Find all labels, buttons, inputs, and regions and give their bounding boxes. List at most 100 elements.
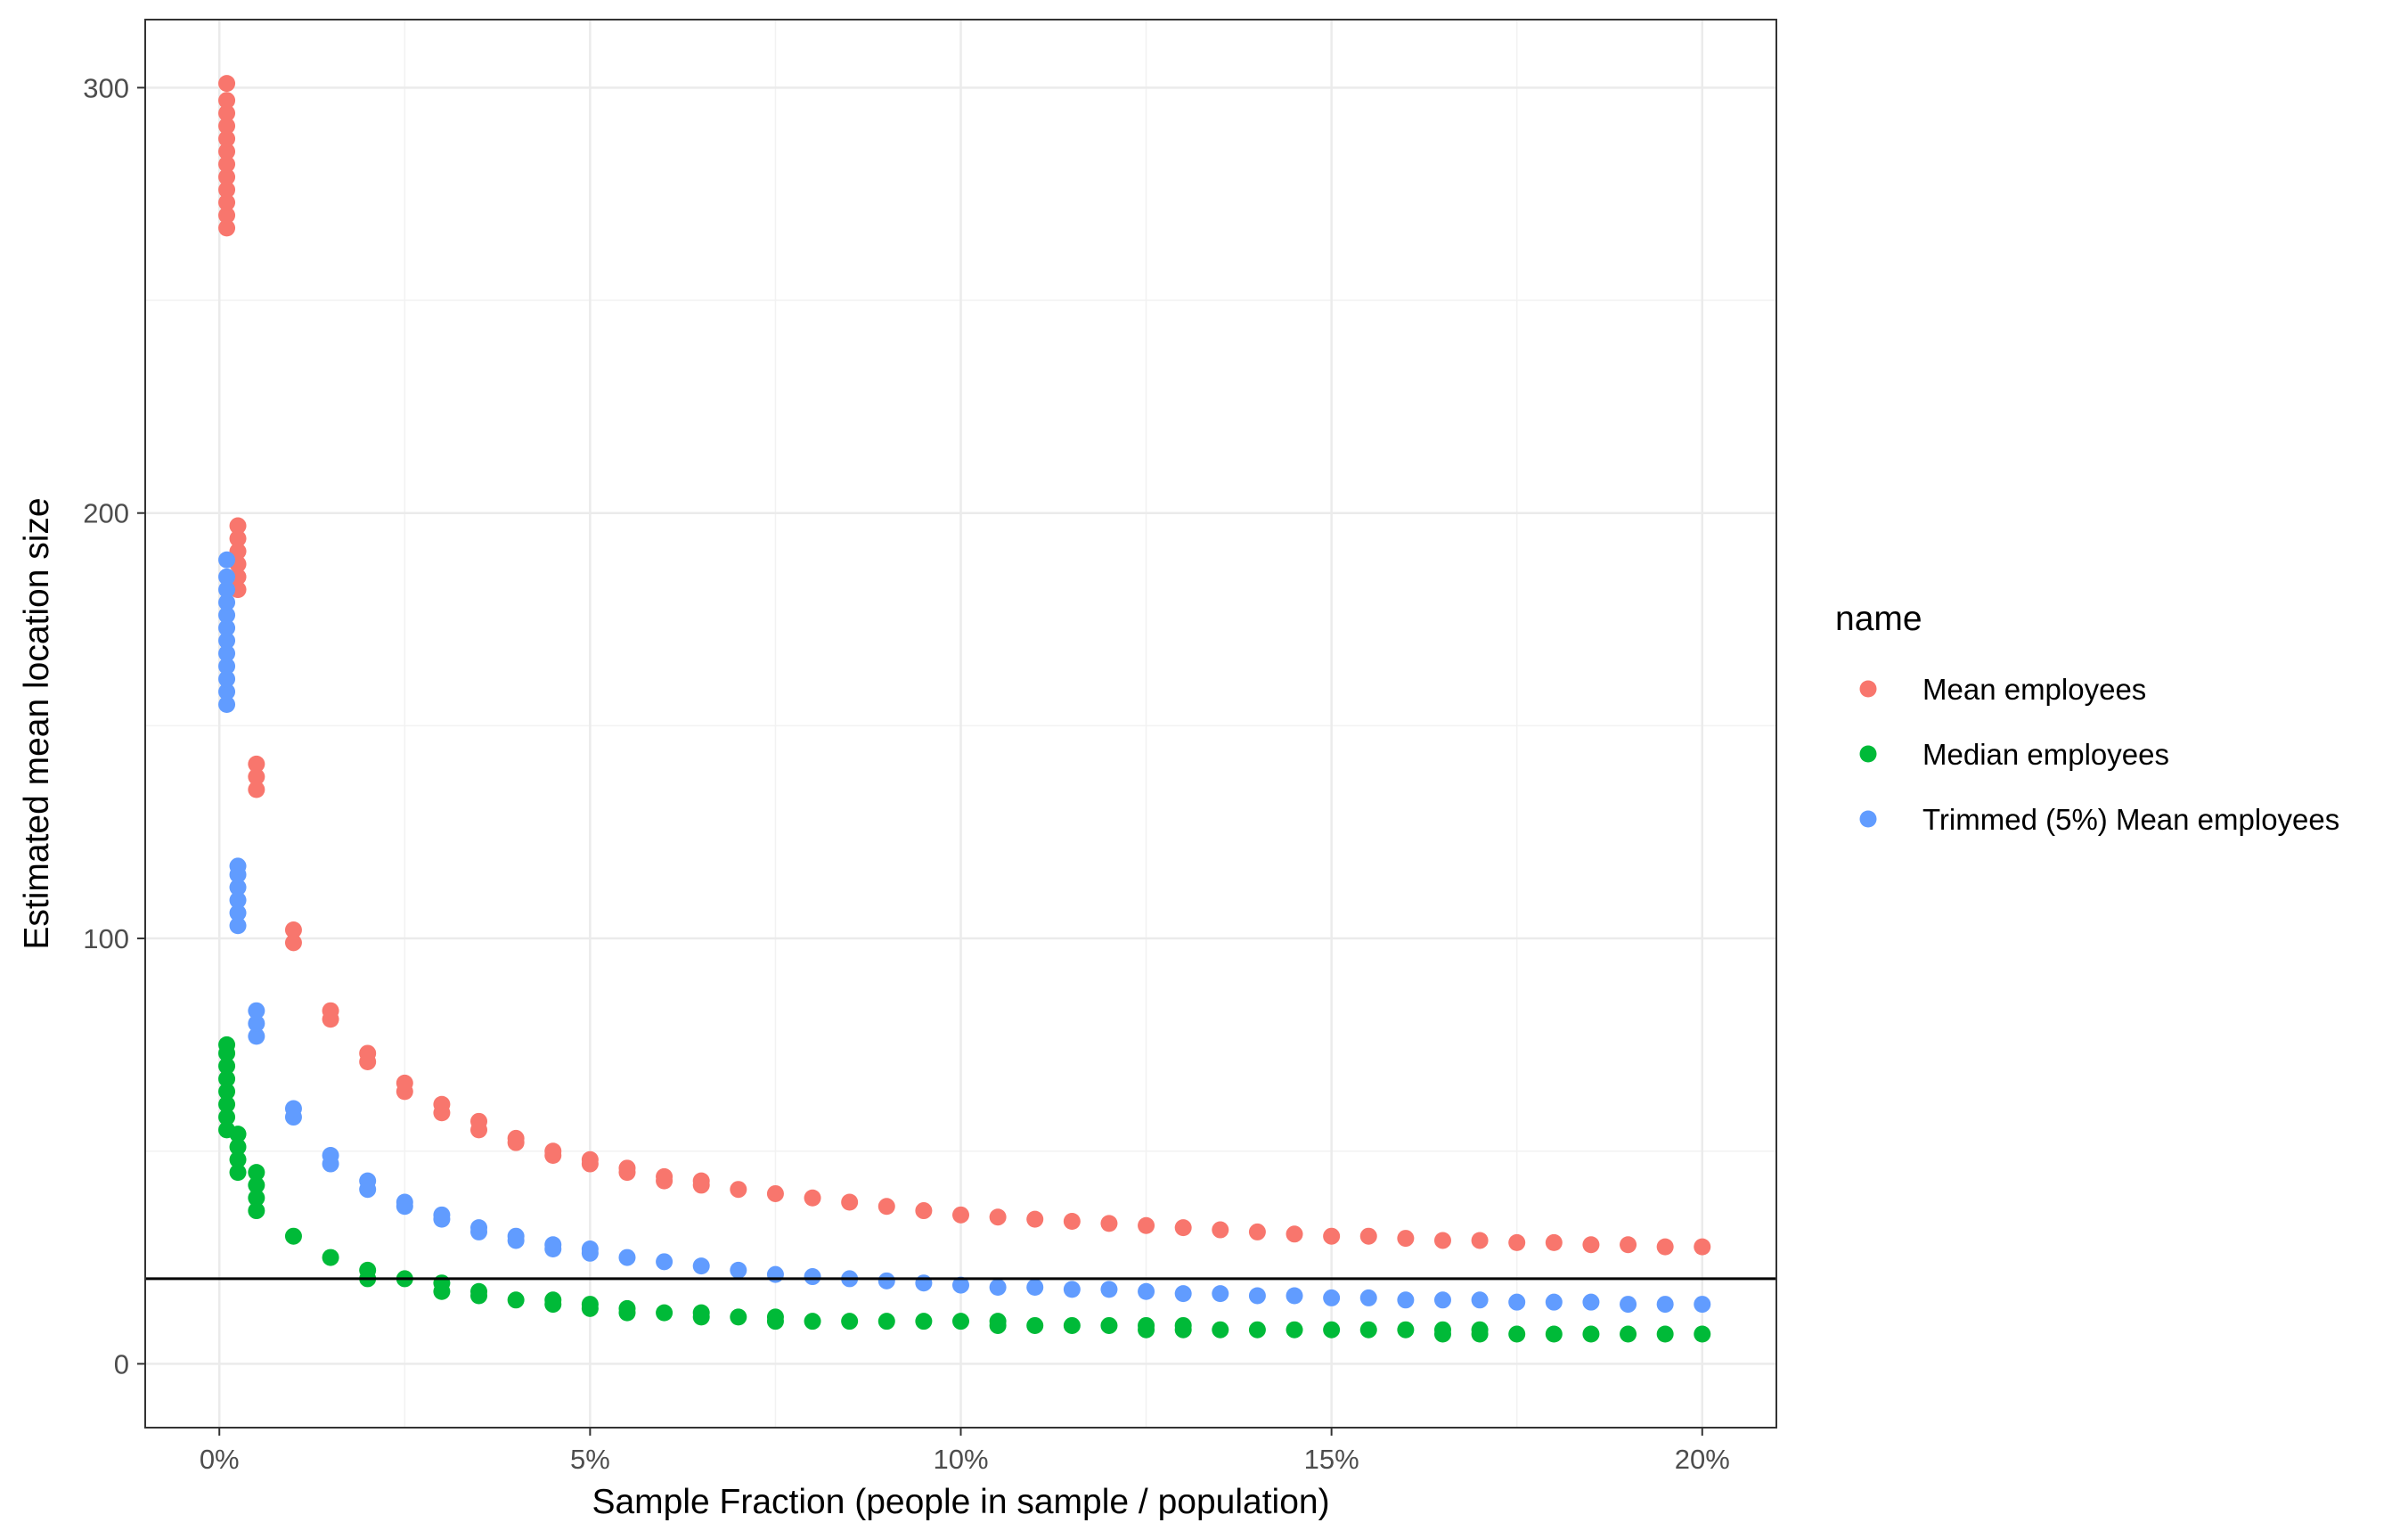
data-point — [656, 1253, 673, 1271]
data-point — [1063, 1281, 1081, 1298]
data-point — [218, 104, 236, 122]
data-point — [218, 75, 236, 93]
y-tick-label: 100 — [83, 923, 129, 954]
data-point — [730, 1308, 747, 1326]
x-tick-label: 10% — [933, 1444, 988, 1475]
data-point — [1471, 1232, 1489, 1249]
data-point — [1359, 1227, 1377, 1245]
data-point — [766, 1308, 784, 1326]
data-point — [322, 1147, 339, 1165]
data-point — [284, 1100, 302, 1118]
data-point — [433, 1095, 451, 1113]
data-point — [248, 768, 265, 786]
legend: name Mean employees Median employees Trimm… — [1835, 600, 2339, 836]
data-point — [507, 1227, 525, 1245]
legend-label: Mean employees — [1922, 673, 2146, 706]
data-point — [766, 1265, 784, 1283]
x-tick-label: 0% — [200, 1444, 240, 1475]
data-point — [218, 606, 236, 624]
data-point — [229, 517, 247, 535]
data-point — [544, 1291, 562, 1309]
data-point — [218, 143, 236, 160]
data-point — [1397, 1321, 1415, 1339]
data-point — [218, 683, 236, 700]
data-point — [1433, 1232, 1451, 1249]
data-point — [915, 1313, 933, 1330]
data-point — [1026, 1210, 1044, 1228]
data-point — [248, 1202, 265, 1220]
data-point — [915, 1274, 933, 1292]
data-point — [248, 1189, 265, 1207]
series-2-points — [218, 551, 1711, 1314]
data-point — [1656, 1238, 1674, 1256]
data-point — [1286, 1321, 1303, 1339]
x-tick-label: 20% — [1675, 1444, 1730, 1475]
data-point — [877, 1198, 895, 1216]
data-point — [804, 1313, 821, 1330]
data-point — [581, 1150, 599, 1168]
data-point — [1545, 1325, 1563, 1343]
data-point — [433, 1206, 451, 1224]
data-point — [359, 1044, 377, 1062]
data-point — [1248, 1321, 1266, 1339]
data-point — [248, 1164, 265, 1182]
data-point — [804, 1189, 821, 1207]
data-point — [229, 904, 247, 921]
data-point — [322, 1002, 339, 1019]
data-point — [218, 581, 236, 599]
data-point — [248, 1015, 265, 1033]
data-point — [1656, 1296, 1674, 1314]
data-point — [229, 879, 247, 896]
data-point — [1582, 1236, 1600, 1254]
data-point — [877, 1272, 895, 1289]
data-point — [248, 1176, 265, 1194]
data-point — [218, 1083, 236, 1101]
data-point — [218, 594, 236, 611]
data-point — [952, 1276, 969, 1294]
data-point — [1656, 1325, 1674, 1343]
legend-title: name — [1835, 600, 1922, 638]
data-point — [433, 1274, 451, 1292]
data-point — [507, 1129, 525, 1147]
y-tick-label: 300 — [83, 72, 129, 103]
data-points — [218, 75, 1711, 1343]
data-point — [766, 1184, 784, 1202]
data-point — [218, 1070, 236, 1088]
data-point — [1212, 1321, 1229, 1339]
legend-key — [1859, 810, 1877, 828]
data-point — [218, 670, 236, 688]
data-point — [1508, 1293, 1526, 1311]
data-point — [544, 1142, 562, 1160]
data-point — [1471, 1291, 1489, 1309]
data-point — [229, 1126, 247, 1143]
data-point — [1100, 1281, 1118, 1298]
data-point — [218, 1057, 236, 1075]
data-point — [248, 781, 265, 798]
data-point — [218, 130, 236, 148]
data-point — [507, 1291, 525, 1309]
data-point — [1471, 1321, 1489, 1339]
data-point — [692, 1172, 710, 1190]
data-point — [1286, 1225, 1303, 1243]
data-point — [229, 1150, 247, 1168]
x-axis-title: Sample Fraction (people in sample / popu… — [592, 1483, 1329, 1521]
data-point — [470, 1112, 488, 1130]
x-tick-label: 5% — [570, 1444, 610, 1475]
data-point — [581, 1240, 599, 1258]
data-point — [1323, 1289, 1341, 1306]
y-axis-ticks: 0 100 200 300 — [83, 72, 145, 1380]
data-point — [1694, 1325, 1711, 1343]
data-point — [618, 1249, 636, 1266]
data-point — [218, 551, 236, 569]
data-point — [1545, 1233, 1563, 1251]
legend-label: Trimmed (5%) Mean employees — [1922, 803, 2339, 836]
data-point — [1397, 1230, 1415, 1248]
major-gridlines — [145, 20, 1776, 1428]
data-point — [1286, 1287, 1303, 1305]
data-point — [1174, 1316, 1192, 1334]
data-point — [218, 168, 236, 186]
data-point — [1359, 1321, 1377, 1339]
data-point — [952, 1206, 969, 1224]
data-point — [1138, 1282, 1155, 1300]
